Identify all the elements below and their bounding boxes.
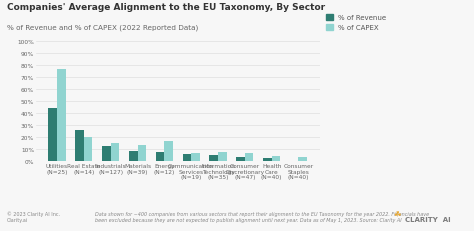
- Bar: [218, 152, 227, 162]
- Bar: [156, 152, 164, 162]
- Bar: [263, 158, 272, 162]
- Bar: [111, 144, 119, 162]
- Bar: [137, 145, 146, 162]
- Text: CLARITY  AI: CLARITY AI: [405, 216, 451, 222]
- Bar: [84, 138, 92, 162]
- Bar: [245, 153, 254, 162]
- Bar: [210, 155, 218, 162]
- Bar: [236, 157, 245, 162]
- Bar: [48, 109, 57, 162]
- Legend: % of Revenue, % of CAPEX: % of Revenue, % of CAPEX: [326, 15, 386, 31]
- Bar: [57, 69, 65, 162]
- Bar: [75, 131, 84, 162]
- Text: Companies' Average Alignment to the EU Taxonomy, By Sector: Companies' Average Alignment to the EU T…: [7, 3, 325, 12]
- Text: Data shown for ~400 companies from various sectors that report their alignment t: Data shown for ~400 companies from vario…: [95, 211, 429, 222]
- Bar: [290, 161, 299, 162]
- Bar: [272, 156, 280, 162]
- Bar: [102, 146, 111, 162]
- Bar: [164, 141, 173, 162]
- Bar: [191, 153, 200, 162]
- Bar: [182, 155, 191, 162]
- Bar: [299, 158, 307, 162]
- Text: ☘: ☘: [393, 209, 401, 218]
- Text: % of Revenue and % of CAPEX (2022 Reported Data): % of Revenue and % of CAPEX (2022 Report…: [7, 24, 198, 31]
- Bar: [129, 151, 137, 162]
- Text: © 2023 Clarity AI Inc.
Clarity.ai: © 2023 Clarity AI Inc. Clarity.ai: [7, 210, 60, 222]
